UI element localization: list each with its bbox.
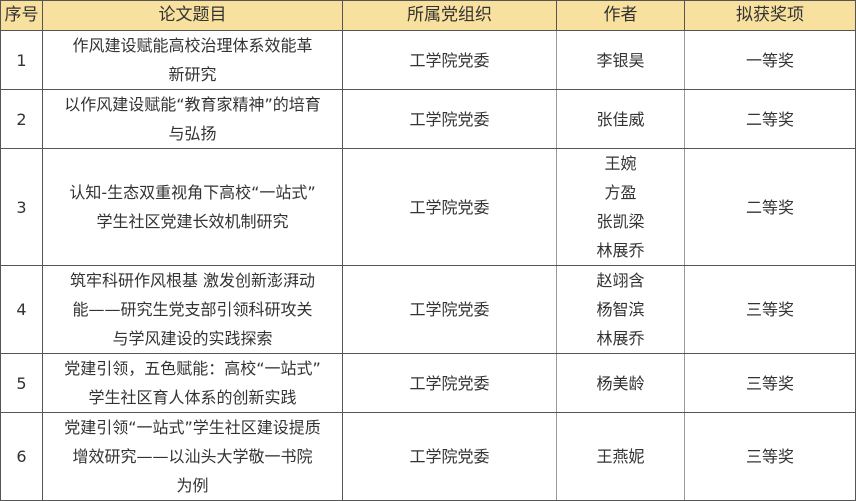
cell-index: 1 [0,30,43,90]
cell-title-line: 与学风建设的实践探索 [112,329,273,348]
cell-title-line: 增效研究——以汕头大学敬一书院 [72,447,313,466]
cell-title-line: 以作风建设赋能“教育家精神”的培育 [64,95,321,114]
cell-title: 党建引领，五色赋能：高校“一站式” 学生社区育人体系的创新实践 [42,353,343,413]
header-award: 拟获奖项 [684,0,856,31]
cell-index: 5 [0,353,43,413]
cell-org: 工学院党委 [342,412,557,501]
cell-authors: 杨美龄 [556,353,685,413]
cell-title-line: 作风建设赋能高校治理体系效能革 [72,36,313,55]
cell-award: 一等奖 [684,30,856,90]
table-row: 5 党建引领，五色赋能：高校“一站式” 学生社区育人体系的创新实践 工学院党委 杨美龄 三… [0,353,856,413]
cell-org: 工学院党委 [342,30,557,90]
cell-org: 工学院党委 [342,265,557,354]
cell-award: 三等奖 [684,353,856,413]
cell-org: 工学院党委 [342,148,557,266]
cell-authors-line: 方盈 [604,183,637,202]
cell-index: 6 [0,412,43,501]
cell-authors: 张佳威 [556,89,685,149]
cell-authors-line: 张佳威 [596,109,645,129]
table-row: 3 认知-生态双重视角下高校“一站式” 学生社区党建长效机制研究 工学院党委 王婉 方盈张… [0,148,856,266]
cell-authors-line: 杨美龄 [596,373,645,393]
cell-authors: 赵翊含 杨智滨 林展乔 [556,265,685,354]
cell-authors-line: 李银昊 [596,50,645,70]
cell-authors-line: 林展乔 [596,329,645,348]
cell-title: 以作风建设赋能“教育家精神”的培育 与弘扬 [42,89,343,149]
cell-title-line: 新研究 [168,65,217,84]
cell-award: 二等奖 [684,89,856,149]
cell-title-line: 能——研究生党支部引领科研攻关 [72,300,313,319]
cell-authors-line: 林展乔 [596,241,645,260]
cell-authors-line: 赵翊含 [596,271,645,290]
cell-authors: 王燕妮 [556,412,685,501]
cell-title: 党建引领“一站式”学生社区建设提质 增效研究——以汕头大学敬一书院 为例 [42,412,343,501]
cell-title-line: 筑牢科研作风根基 激发创新澎湃动 [69,271,316,290]
table-row: 6 党建引领“一站式”学生社区建设提质 增效研究——以汕头大学敬一书院 为例 工学院党委… [0,412,856,501]
table-row: 4 筑牢科研作风根基 激发创新澎湃动 能——研究生党支部引领科研攻关 与学风建设的实践… [0,265,856,354]
cell-authors-line: 王婉 [604,154,637,173]
table-row: 2 以作风建设赋能“教育家精神”的培育 与弘扬 工学院党委 张佳威 二等奖 [0,89,856,149]
cell-title-line: 党建引领“一站式”学生社区建设提质 [64,418,321,437]
cell-authors-line: 杨智滨 [596,300,645,319]
cell-title: 认知-生态双重视角下高校“一站式” 学生社区党建长效机制研究 [42,148,343,266]
cell-index: 3 [0,148,43,266]
cell-title: 作风建设赋能高校治理体系效能革 新研究 [42,30,343,90]
table-row: 1 作风建设赋能高校治理体系效能革 新研究 工学院党委 李银昊 一等奖 [0,30,856,90]
cell-index: 2 [0,89,43,149]
header-row: 序号 论文题目 所属党组织 作者 拟获奖项 [0,0,856,31]
cell-title-line: 党建引领，五色赋能：高校“一站式” [64,359,321,378]
cell-title-line: 学生社区育人体系的创新实践 [88,388,297,407]
cell-title-line: 与弘扬 [168,124,217,143]
cell-org: 工学院党委 [342,353,557,413]
cell-title-line: 学生社区党建长效机制研究 [96,212,289,231]
cell-index: 4 [0,265,43,354]
cell-authors-line: 张凯梁 [596,212,645,231]
cell-award: 三等奖 [684,412,856,501]
cell-award: 二等奖 [684,148,856,266]
cell-org: 工学院党委 [342,89,557,149]
cell-authors: 王婉方盈张凯梁林展乔 [556,148,685,266]
header-author: 作者 [556,0,685,31]
cell-award: 三等奖 [684,265,856,354]
cell-authors: 李银昊 [556,30,685,90]
cell-title: 筑牢科研作风根基 激发创新澎湃动 能——研究生党支部引领科研攻关 与学风建设的实践探… [42,265,343,354]
header-org: 所属党组织 [342,0,557,31]
cell-title-line: 为例 [176,476,209,495]
header-index: 序号 [0,0,43,31]
header-title: 论文题目 [42,0,343,31]
cell-authors-line: 王燕妮 [596,447,645,466]
cell-title-line: 认知-生态双重视角下高校“一站式” [69,183,316,202]
